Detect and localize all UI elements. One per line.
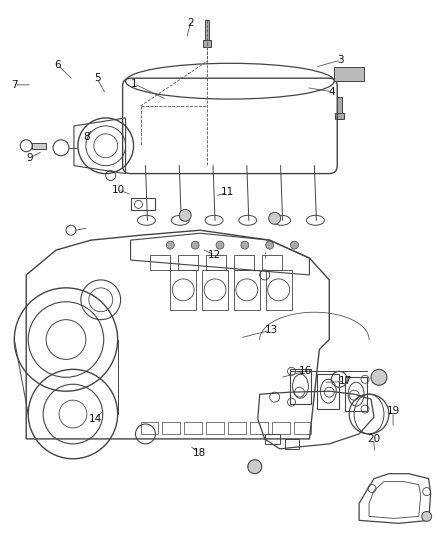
Text: 16: 16 [299, 366, 312, 376]
Text: 14: 14 [88, 414, 102, 424]
Text: 4: 4 [329, 87, 336, 96]
Bar [32, 143, 46, 149]
Text: 11: 11 [221, 188, 234, 197]
Bar [334, 67, 364, 81]
Text: 19: 19 [386, 406, 400, 416]
Circle shape [166, 241, 174, 249]
Circle shape [179, 209, 191, 221]
Bar [234, 270, 260, 310]
Bar [205, 20, 209, 42]
Bar [162, 422, 180, 434]
Bar [335, 113, 344, 119]
Bar [184, 422, 202, 434]
Bar [178, 255, 198, 270]
Text: 8: 8 [83, 132, 89, 142]
Text: 13: 13 [265, 325, 278, 335]
Circle shape [268, 212, 281, 224]
Text: 5: 5 [94, 74, 100, 84]
Bar [266, 270, 292, 310]
Text: 2: 2 [187, 18, 194, 28]
Circle shape [266, 241, 274, 249]
Bar [206, 422, 224, 434]
Circle shape [422, 512, 431, 521]
Text: 1: 1 [131, 79, 138, 89]
Text: 12: 12 [208, 250, 221, 260]
Text: 17: 17 [339, 376, 352, 386]
Circle shape [241, 241, 249, 249]
Circle shape [371, 369, 387, 385]
Bar [262, 255, 282, 270]
Bar [285, 439, 300, 449]
Text: 6: 6 [55, 60, 61, 70]
Bar [265, 434, 279, 444]
Bar [250, 422, 268, 434]
Bar [293, 422, 311, 434]
Circle shape [248, 460, 262, 474]
Bar [203, 41, 211, 47]
Bar [141, 422, 159, 434]
Bar [234, 255, 254, 270]
Circle shape [290, 241, 298, 249]
Circle shape [216, 241, 224, 249]
Text: 18: 18 [193, 448, 206, 458]
Bar [150, 255, 170, 270]
Bar [337, 97, 342, 119]
Text: 3: 3 [338, 55, 344, 65]
Text: 7: 7 [11, 80, 18, 90]
Bar [170, 270, 196, 310]
Bar [272, 422, 290, 434]
Bar [206, 255, 226, 270]
Bar [202, 270, 228, 310]
Bar [131, 198, 155, 211]
Text: 10: 10 [111, 185, 124, 195]
Bar [228, 422, 246, 434]
Circle shape [191, 241, 199, 249]
Text: 9: 9 [26, 153, 33, 163]
Text: 20: 20 [367, 434, 380, 443]
